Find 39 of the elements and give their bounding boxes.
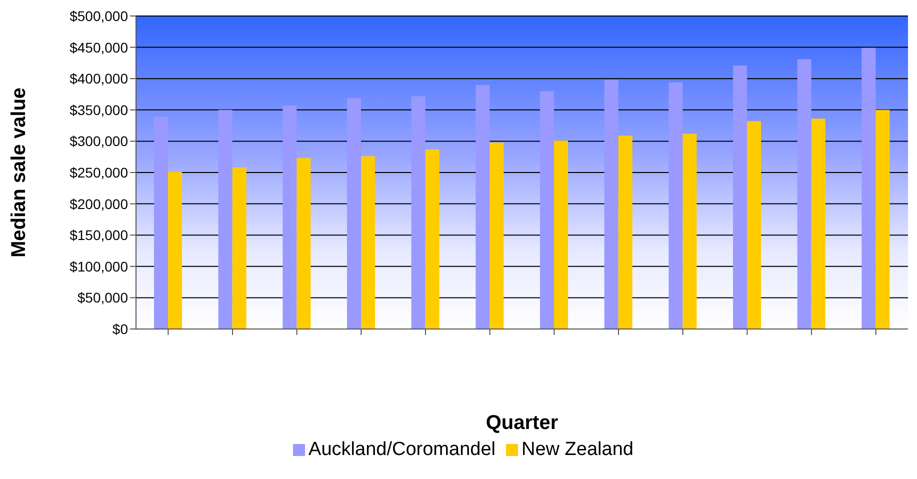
y-tick-label: $350,000 [70, 102, 128, 118]
bar [747, 121, 761, 329]
bar [733, 65, 747, 329]
bar [168, 172, 182, 329]
y-tick-label: $450,000 [70, 39, 128, 56]
bar [668, 82, 683, 329]
bar [347, 98, 361, 329]
bar [540, 91, 554, 329]
y-tick-label: $150,000 [70, 227, 128, 244]
bar [862, 48, 876, 329]
bar [282, 106, 297, 329]
bar [411, 96, 426, 329]
bar [618, 136, 632, 329]
bar [361, 156, 375, 329]
bar [296, 158, 311, 329]
bar [218, 110, 232, 329]
legend-label: New Zealand [522, 439, 634, 461]
y-tick-label: $200,000 [70, 196, 128, 212]
y-tick-label: $500,000 [70, 8, 128, 24]
x-axis-title: Quarter [486, 412, 558, 434]
bar [154, 116, 168, 329]
y-tick-label: $50,000 [77, 290, 128, 306]
bar [811, 118, 826, 329]
y-tick-label: $250,000 [70, 164, 128, 180]
bar [797, 59, 812, 329]
bar [476, 84, 490, 329]
bar [554, 140, 568, 329]
y-tick-label: $100,000 [70, 258, 128, 274]
bar [232, 167, 246, 329]
y-tick-label: $400,000 [70, 70, 128, 87]
bar [490, 142, 504, 329]
legend-label: Auckland/Coromandel [308, 439, 496, 461]
bar [604, 80, 618, 329]
bar [425, 149, 440, 329]
bar [876, 110, 890, 329]
y-tick-label: $300,000 [70, 133, 128, 150]
y-axis-title: Median sale value [8, 87, 30, 258]
bar [682, 134, 697, 329]
y-tick-label: $0 [112, 320, 128, 337]
